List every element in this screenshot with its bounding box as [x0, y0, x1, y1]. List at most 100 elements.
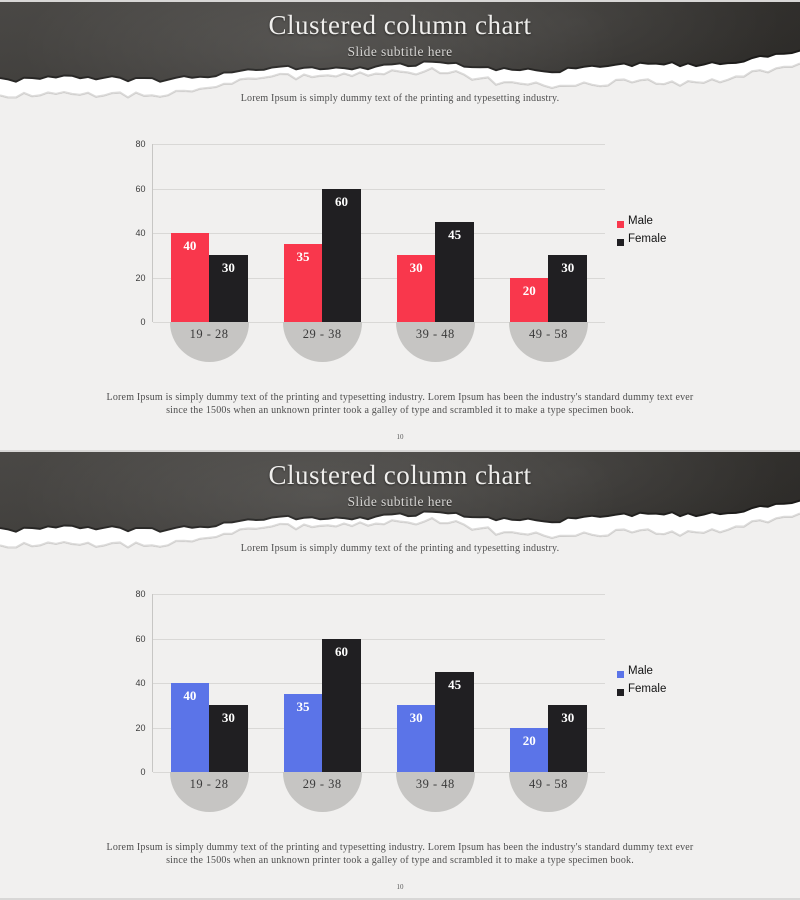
category-badge: 39 - 48: [395, 772, 475, 812]
gridline: [152, 638, 605, 640]
bar-male: 35: [283, 694, 323, 772]
bar-male: 40: [170, 233, 210, 322]
slide-subtitle: Slide subtitle here: [347, 494, 453, 509]
bar-male: 20: [509, 277, 549, 322]
footer-line: since the 1500s when an unknown printer …: [166, 404, 634, 416]
footer-line: Lorem Ipsum is simply dummy text of the …: [106, 392, 694, 403]
footer-text: Lorem Ipsum is simply dummy text of the …: [80, 392, 720, 417]
y-axis-tick-label: 0: [140, 767, 146, 777]
bar-male: 35: [283, 244, 323, 322]
bar-value-label: 45: [448, 226, 462, 242]
bar-female: 30: [209, 705, 248, 772]
slide-header-texture: Clustered column chart Slide subtitle he…: [0, 2, 800, 102]
legend-label: Male: [628, 665, 653, 677]
bar-female: 60: [322, 638, 361, 772]
bar-value-label: 60: [334, 643, 348, 659]
bar-male: 30: [396, 705, 436, 772]
bar-value-label: 35: [296, 699, 310, 715]
gridline: [152, 188, 605, 190]
category-label: 49 - 58: [528, 327, 568, 341]
intro-text: Lorem Ipsum is simply dummy text of the …: [240, 93, 560, 104]
slide-header-texture: Clustered column chart Slide subtitle he…: [0, 452, 800, 552]
bar-value-label: 30: [561, 710, 575, 726]
bar-value-label: 30: [409, 260, 423, 276]
slide-subtitle: Slide subtitle here: [347, 44, 453, 59]
bar-female: 60: [322, 188, 361, 322]
category-label: 29 - 38: [302, 777, 342, 791]
bar-value-label: 40: [183, 238, 197, 253]
y-axis-tick-label: 80: [135, 139, 146, 149]
category-label: 39 - 48: [415, 777, 455, 791]
torn-paper-edge: [0, 49, 800, 102]
y-axis-tick-label: 40: [135, 228, 146, 238]
legend-swatch-male: [617, 671, 624, 678]
bar-female: 30: [209, 255, 248, 322]
legend-swatch-female: [617, 239, 624, 246]
bar-value-label: 20: [522, 282, 536, 298]
category-badge: 19 - 28: [169, 322, 249, 362]
bar-value-label: 30: [561, 260, 575, 276]
gridline: [152, 594, 605, 595]
y-axis-line: [151, 594, 153, 772]
category-badge: 19 - 28: [169, 772, 249, 812]
torn-paper-edge: [0, 499, 800, 552]
y-axis-line: [151, 144, 153, 322]
bar-value-label: 30: [409, 710, 423, 726]
clustered-column-chart: 0 20 40 60 80 40 30 19 - 28 35 60 29 - 38 30 45 39 - …: [0, 452, 800, 898]
bar-value-label: 35: [296, 249, 310, 265]
legend-label: Female: [628, 683, 667, 695]
bar-value-label: 60: [334, 193, 348, 209]
bar-male: 20: [509, 727, 549, 772]
legend-swatch-male: [617, 221, 624, 228]
bar-value-label: 40: [183, 688, 197, 703]
y-axis-tick-label: 20: [135, 722, 146, 733]
slide-title: Clustered column chart: [268, 10, 532, 40]
y-axis-tick-label: 60: [135, 183, 146, 194]
gridline: [152, 322, 605, 323]
gridline: [152, 233, 605, 234]
legend-label: Male: [628, 215, 653, 227]
gridline: [152, 277, 605, 279]
legend-label: Female: [628, 233, 667, 245]
page-number: 10: [396, 883, 404, 891]
gridline: [152, 144, 605, 145]
legend-swatch-female: [617, 689, 624, 696]
footer-line: Lorem Ipsum is simply dummy text of the …: [106, 842, 694, 853]
gridline: [152, 727, 605, 729]
category-badge: 49 - 58: [508, 772, 588, 812]
category-label: 29 - 38: [302, 327, 342, 341]
intro-text: Lorem Ipsum is simply dummy text of the …: [240, 543, 560, 554]
bar-value-label: 45: [448, 676, 462, 692]
category-label: 49 - 58: [528, 777, 568, 791]
slide-1[interactable]: Clustered column chart Slide subtitle he…: [0, 0, 800, 450]
y-axis-tick-label: 80: [135, 589, 146, 599]
slide-title: Clustered column chart: [268, 460, 532, 490]
footer-line: since the 1500s when an unknown printer …: [166, 854, 634, 866]
clustered-column-chart: 0 20 40 60 80 40 30 19 - 28 35 60 29 - 38 30 45 39 - …: [0, 2, 800, 450]
category-label: 39 - 48: [415, 327, 455, 341]
bar-value-label: 30: [221, 710, 235, 726]
y-axis-tick-label: 60: [135, 633, 146, 644]
footer-text: Lorem Ipsum is simply dummy text of the …: [80, 842, 720, 867]
y-axis-tick-label: 20: [135, 272, 146, 283]
bar-female: 45: [435, 671, 474, 772]
category-badge: 29 - 38: [282, 322, 362, 362]
y-axis-tick-label: 0: [140, 317, 146, 327]
page-number: 10: [396, 433, 404, 441]
category-label: 19 - 28: [189, 327, 229, 341]
bar-male: 30: [396, 255, 436, 322]
bar-female: 30: [548, 705, 587, 772]
gridline: [152, 683, 605, 684]
category-label: 19 - 28: [189, 777, 229, 791]
gridline: [152, 772, 605, 773]
bar-female: 30: [548, 255, 587, 322]
category-badge: 39 - 48: [395, 322, 475, 362]
category-badge: 49 - 58: [508, 322, 588, 362]
slide-2[interactable]: Clustered column chart Slide subtitle he…: [0, 450, 800, 900]
y-axis-tick-label: 40: [135, 678, 146, 688]
bar-female: 45: [435, 221, 474, 322]
category-badge: 29 - 38: [282, 772, 362, 812]
bar-value-label: 30: [221, 260, 235, 276]
bar-male: 40: [170, 683, 210, 772]
